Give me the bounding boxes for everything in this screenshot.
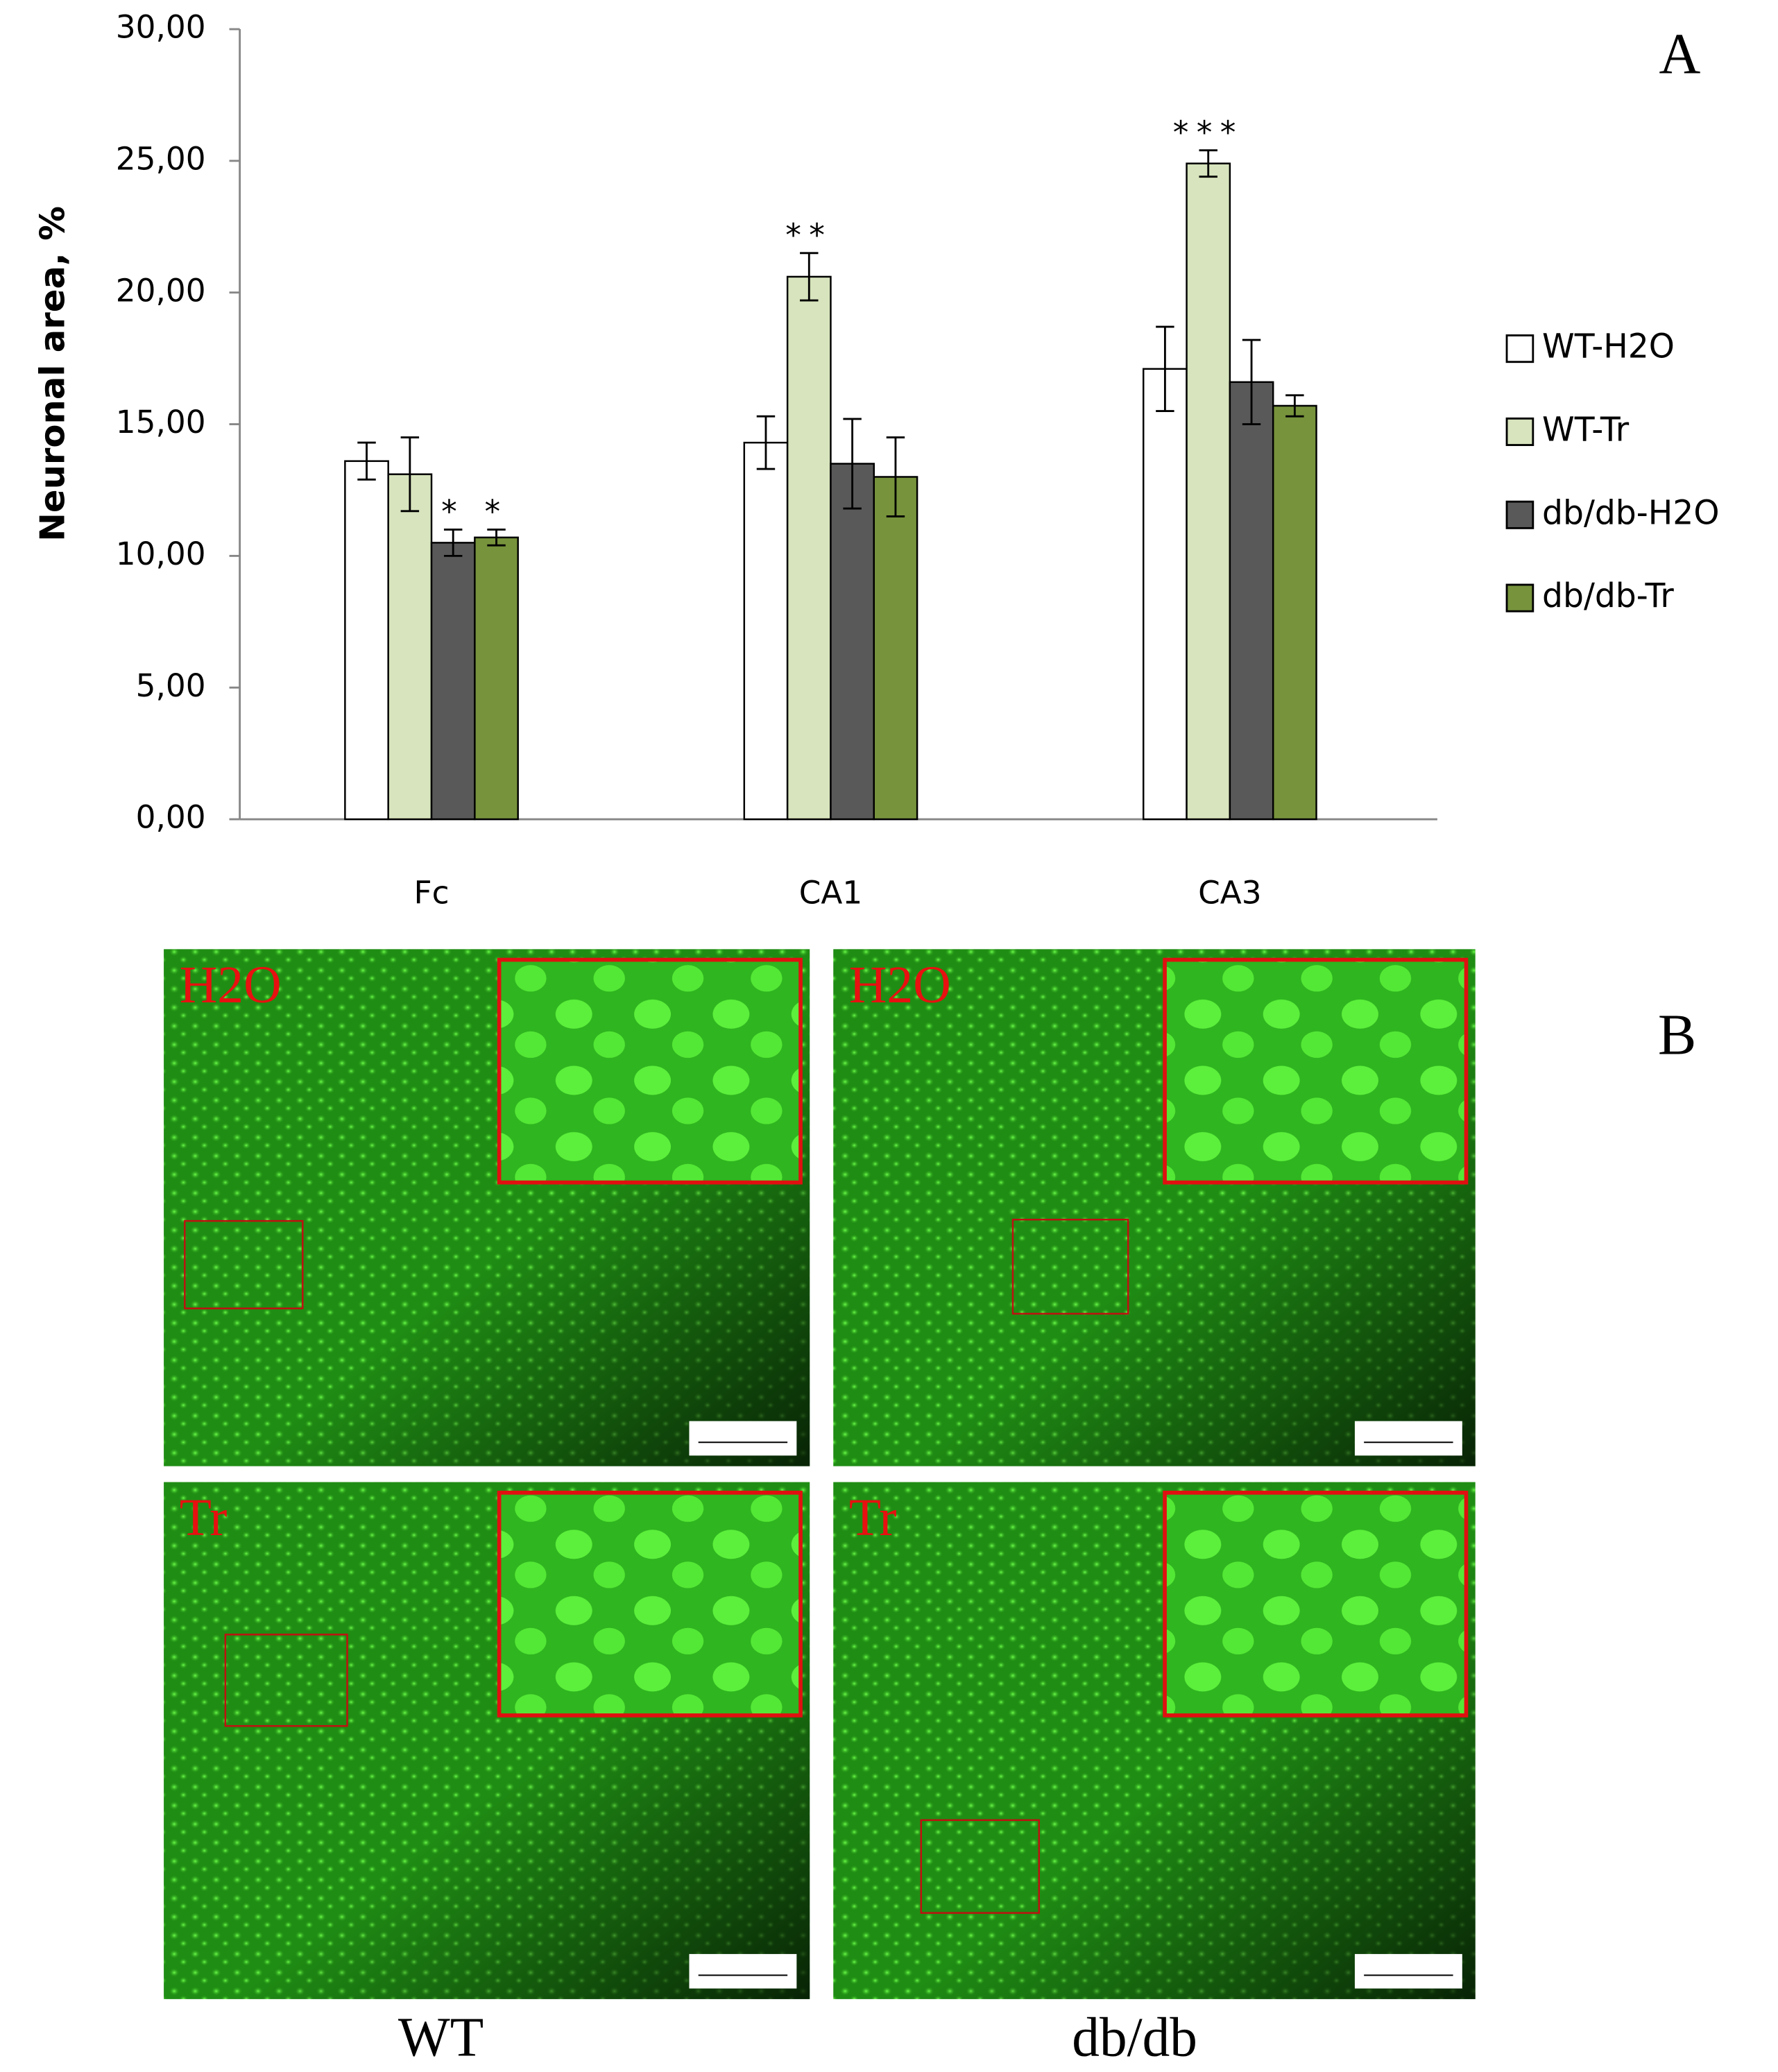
bar: [786, 275, 832, 821]
error-bar: [400, 436, 420, 513]
bar: [1142, 368, 1188, 821]
legend-swatch: [1505, 334, 1535, 363]
bar: [1186, 162, 1231, 821]
legend-label: db/db-Tr: [1542, 577, 1674, 615]
significance-marker: *: [485, 493, 508, 530]
error-bar: [756, 415, 776, 470]
row-label: Tr: [849, 1489, 897, 1547]
error-bar: [1199, 149, 1217, 178]
panel-label: B: [1658, 1003, 1696, 1068]
error-bar: [487, 528, 506, 547]
bar: [1272, 404, 1317, 821]
inset: [497, 1490, 803, 1718]
significance-marker: *: [441, 493, 465, 530]
scale-bar: [689, 1421, 797, 1456]
legend-swatch: [1505, 417, 1535, 446]
row-label: H2O: [180, 955, 282, 1013]
inset: [1163, 1490, 1469, 1718]
scale-bar: [1354, 1953, 1462, 1989]
error-bar: [1156, 325, 1174, 412]
x-tick-label: CA3: [1198, 874, 1261, 911]
panel-label: A: [1659, 22, 1700, 87]
y-tick-label: 0,00: [136, 798, 206, 835]
error-bar: [1285, 394, 1304, 418]
inset-marker: [224, 1634, 348, 1727]
error-bar: [886, 436, 905, 517]
scale-bar: [1354, 1421, 1462, 1456]
inset: [497, 957, 803, 1185]
y-tick-label: 15,00: [116, 404, 206, 440]
bar: [344, 460, 389, 821]
legend-label: db/db-H2O: [1542, 494, 1719, 532]
error-bar: [1242, 339, 1261, 425]
bar: [1229, 381, 1274, 821]
bar: [474, 536, 519, 821]
bar: [387, 473, 433, 821]
scale-bar: [689, 1953, 797, 1989]
significance-marker: **: [785, 216, 832, 253]
bar: [430, 542, 476, 821]
y-axis-label: Neuronal area, %: [33, 206, 73, 542]
micrographs: H2O H2O Tr Tr: [164, 949, 1476, 1999]
legend-swatch: [1505, 583, 1535, 613]
bar: [830, 463, 875, 821]
legend-swatch: [1505, 500, 1535, 529]
y-tick-label: 5,00: [136, 667, 206, 704]
column-label: db/db: [1072, 2007, 1197, 2069]
x-tick-label: CA1: [799, 874, 862, 911]
y-tick-label: 10,00: [116, 536, 206, 572]
bar: [743, 441, 789, 821]
inset-marker: [1011, 1218, 1129, 1315]
row-label: Tr: [180, 1489, 228, 1547]
error-bar: [843, 418, 862, 510]
legend-label: WT-Tr: [1542, 411, 1630, 449]
x-tick-label: Fc: [414, 874, 450, 911]
error-bar: [357, 441, 376, 481]
inset-marker: [184, 1219, 304, 1310]
legend-label: WT-H2O: [1542, 327, 1675, 366]
y-tick-label: 30,00: [116, 8, 206, 45]
error-bar: [800, 252, 819, 302]
y-tick-label: 25,00: [116, 140, 206, 177]
row-label: H2O: [849, 955, 951, 1013]
error-bar: [443, 528, 463, 557]
bar: [873, 476, 918, 821]
inset: [1163, 957, 1469, 1185]
column-label: WT: [398, 2007, 484, 2069]
y-tick-label: 20,00: [116, 272, 206, 309]
significance-marker: ***: [1173, 114, 1244, 151]
inset-marker: [920, 1819, 1040, 1914]
